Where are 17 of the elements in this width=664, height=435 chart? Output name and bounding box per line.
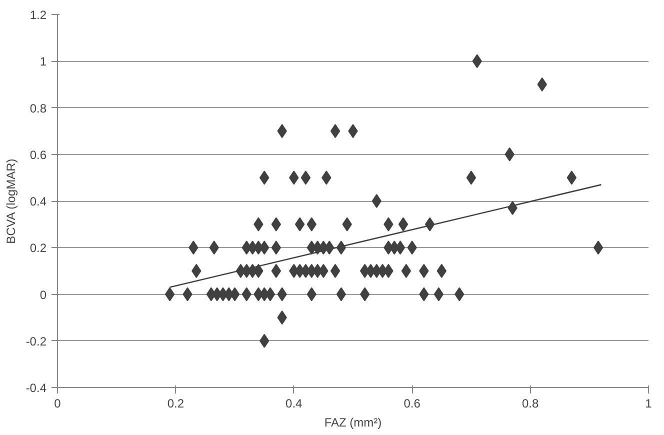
x-tick-label: 0	[54, 396, 62, 410]
x-tick-label: 0.8	[522, 396, 539, 410]
y-tick-label: 1	[40, 54, 47, 69]
y-tick-label: 0.6	[30, 148, 47, 162]
y-tick-label: 0.2	[30, 241, 47, 256]
y-axis-title: BCVA (logMAR)	[4, 158, 18, 244]
y-tick-label: -0.4	[26, 381, 47, 395]
y-tick-label: 0	[40, 288, 47, 302]
x-tick-label: 0.2	[167, 396, 184, 410]
x-axis-title: FAZ (mm²)	[324, 416, 382, 430]
y-tick-label: 1.2	[30, 8, 47, 22]
y-tick-label: -0.2	[26, 334, 47, 348]
y-tick-label: 0.8	[30, 101, 47, 116]
y-tick-label: 0.4	[30, 194, 47, 208]
x-tick-label: 0.4	[286, 396, 303, 410]
x-tick-label: 0.6	[404, 396, 421, 410]
x-tick-label: 1	[645, 396, 652, 410]
